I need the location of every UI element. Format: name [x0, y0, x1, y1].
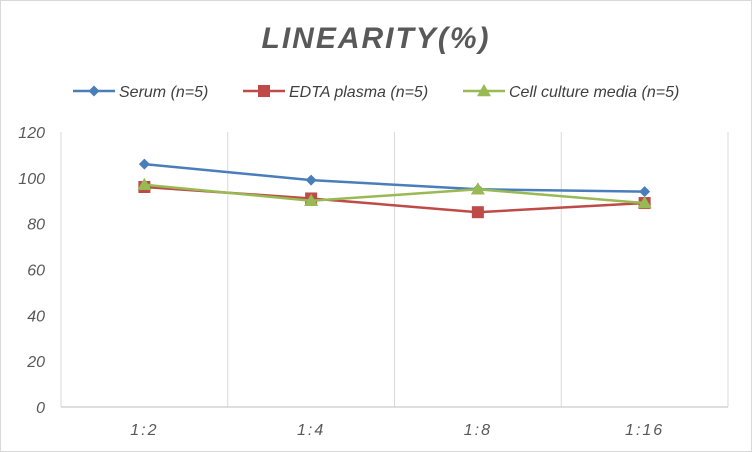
- x-tick-label: 1:4: [297, 422, 325, 439]
- y-tick-label: 100: [18, 171, 45, 188]
- y-tick-label: 0: [36, 400, 45, 417]
- series-layer: [137, 158, 652, 219]
- y-tick-label: 120: [18, 125, 45, 142]
- data-point: [637, 196, 652, 209]
- legend-label: Serum (n=5): [119, 84, 208, 101]
- x-tick-label: 1:2: [130, 422, 158, 439]
- x-tick-label: 1:8: [464, 422, 492, 439]
- legend: Serum (n=5) EDTA plasma (n=5) Cell culture…: [73, 84, 679, 101]
- y-tick-label: 60: [27, 263, 45, 280]
- series-line: [144, 162, 645, 193]
- chart-title: LINEARITY(%): [262, 22, 491, 55]
- series-line: [144, 183, 645, 205]
- series-1: [138, 158, 651, 198]
- legend-marker: [258, 85, 270, 97]
- data-point: [138, 158, 150, 170]
- legend-label: EDTA plasma (n=5): [289, 84, 428, 101]
- data-point: [471, 206, 484, 219]
- y-tick-label: 20: [26, 354, 45, 371]
- legend-entry: Serum (n=5): [73, 84, 208, 101]
- x-tick-label: 1:16: [625, 422, 664, 439]
- data-point: [305, 174, 317, 186]
- y-tick-label: 80: [27, 217, 45, 234]
- data-point: [639, 186, 651, 198]
- grid-lines: [60, 132, 729, 408]
- legend-marker: [477, 84, 491, 97]
- legend-marker: [88, 85, 100, 97]
- x-axis: 1:2 1:4 1:8 1:16: [130, 422, 664, 439]
- legend-entry: Cell culture media (n=5): [463, 84, 679, 101]
- y-tick-label: 40: [27, 308, 45, 325]
- legend-entry: EDTA plasma (n=5): [243, 84, 428, 101]
- data-point: [304, 193, 319, 206]
- y-axis: 0 20 40 60 80 100 120: [18, 125, 45, 417]
- series-3: [137, 177, 652, 209]
- legend-label: Cell culture media (n=5): [509, 84, 679, 101]
- data-point: [470, 182, 485, 195]
- data-point: [137, 177, 152, 190]
